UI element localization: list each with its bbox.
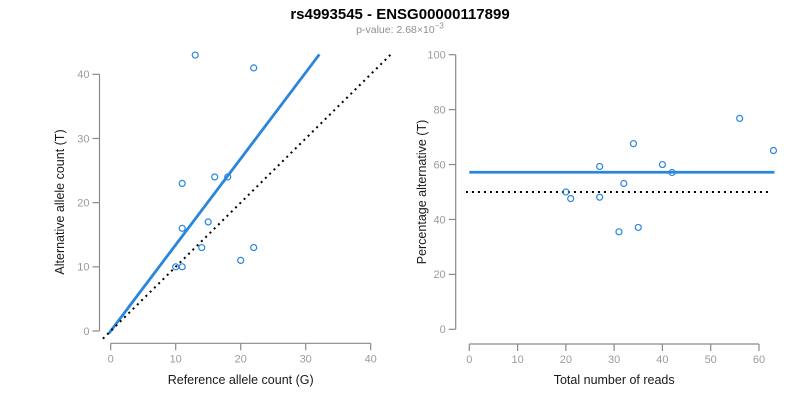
data-point bbox=[250, 243, 258, 252]
data-point bbox=[198, 243, 206, 252]
figure-title: rs4993545 - ENSG00000117899 bbox=[290, 6, 510, 23]
x-tick-label: 40 bbox=[656, 354, 668, 366]
x-tick-label: 50 bbox=[705, 354, 717, 366]
panel-ref-vs-alt: 0 10 20 30 40 0 10 20 30 40 Reference allele count… bbox=[53, 51, 393, 387]
y-tick-label: 80 bbox=[433, 104, 445, 116]
data-point bbox=[769, 146, 778, 155]
x-tick-label: 10 bbox=[170, 353, 182, 365]
data-point bbox=[178, 263, 186, 271]
x-tick-label: 40 bbox=[365, 353, 377, 365]
y-tick-label: 40 bbox=[433, 214, 445, 226]
y-tick-label: 0 bbox=[440, 324, 446, 336]
data-point bbox=[668, 168, 676, 177]
fit-line bbox=[107, 53, 321, 335]
figure-subtitle: p-value: 2.68×10−3 bbox=[0, 21, 800, 36]
data-point bbox=[620, 179, 628, 188]
data-point bbox=[204, 218, 212, 226]
y-tick-label: 10 bbox=[77, 262, 89, 274]
data-point bbox=[629, 140, 638, 148]
data-point bbox=[634, 223, 642, 232]
data-point bbox=[237, 256, 245, 265]
x-tick-label: 10 bbox=[511, 354, 523, 366]
data-point bbox=[596, 162, 604, 171]
x-tick-label: 0 bbox=[466, 354, 472, 366]
data-point bbox=[224, 173, 232, 181]
x-axis-title: Reference allele count (G) bbox=[168, 373, 314, 387]
p-value-exponent: −3 bbox=[434, 21, 444, 31]
p-value-text: p-value: 2.68×10 bbox=[356, 24, 435, 36]
data-point bbox=[658, 160, 667, 169]
x-tick-label: 30 bbox=[300, 353, 312, 365]
y-tick-label: 30 bbox=[77, 133, 89, 145]
x-tick-label: 20 bbox=[560, 354, 572, 366]
x-tick-label: 60 bbox=[753, 354, 765, 366]
data-point bbox=[191, 51, 199, 59]
y-axis-title: Percentage alternative (T) bbox=[415, 120, 429, 265]
identity-line bbox=[102, 52, 393, 340]
data-point bbox=[736, 114, 744, 123]
x-tick-label: 20 bbox=[235, 353, 247, 365]
data-point bbox=[615, 228, 623, 236]
data-point bbox=[211, 173, 219, 181]
data-point bbox=[178, 224, 186, 232]
data-point bbox=[562, 188, 570, 196]
data-point bbox=[596, 193, 604, 201]
y-tick-label: 20 bbox=[77, 197, 89, 209]
x-axis-title: Total number of reads bbox=[554, 373, 675, 387]
y-tick-label: 40 bbox=[77, 69, 89, 81]
x-tick-label: 30 bbox=[608, 354, 620, 366]
y-tick-label: 100 bbox=[427, 50, 445, 62]
x-tick-label: 0 bbox=[108, 353, 114, 365]
y-tick-label: 20 bbox=[433, 269, 445, 281]
data-point bbox=[567, 194, 575, 203]
data-point bbox=[250, 64, 258, 72]
data-point bbox=[178, 179, 186, 187]
y-tick-label: 60 bbox=[433, 159, 445, 171]
y-axis-title: Alternative allele count (T) bbox=[53, 129, 67, 274]
y-tick-label: 0 bbox=[83, 326, 89, 338]
panel-reads-vs-percentage: 0 20 40 60 80 100 0 10 20 30 40 50 60 Total number of… bbox=[415, 50, 778, 387]
